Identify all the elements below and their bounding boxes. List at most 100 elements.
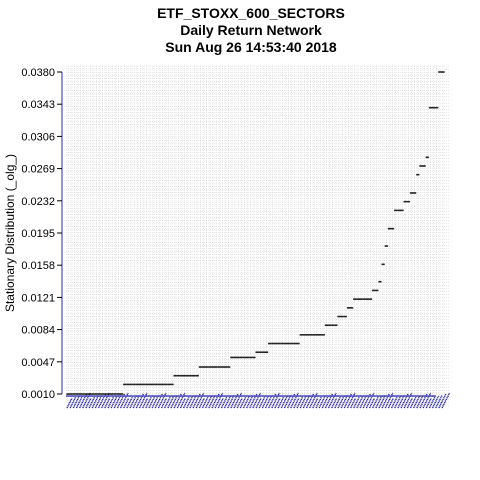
node-label-mark (69, 396, 77, 409)
data-point (126, 383, 130, 386)
y-axis-label: Stationary Distribution (_olg_) (3, 154, 17, 312)
data-point (217, 366, 221, 368)
node-label-mark (208, 394, 216, 409)
data-point (246, 356, 250, 359)
data-point (381, 263, 385, 266)
data-points (66, 71, 445, 395)
data-point (195, 374, 199, 377)
data-point (283, 342, 288, 345)
node-label-mark (195, 392, 205, 409)
data-point (151, 383, 155, 386)
node-label-mark (428, 396, 436, 409)
y-tick-label: 0.0306 (21, 131, 55, 143)
y-tick-label: 0.0195 (21, 228, 55, 240)
node-label-mark (123, 397, 130, 409)
data-point (356, 298, 360, 300)
data-point (173, 374, 177, 377)
node-label-mark (129, 395, 137, 409)
node-label-mark (75, 394, 84, 409)
node-label-mark (346, 392, 356, 409)
data-point (192, 374, 196, 377)
node-label-mark (94, 394, 103, 409)
data-point (331, 324, 335, 327)
node-label-mark (66, 397, 73, 409)
data-point (182, 374, 187, 377)
node-label-mark (132, 394, 141, 409)
chart-title-line-1: ETF_STOXX_600_SECTORS (157, 5, 345, 21)
data-point (189, 374, 193, 377)
node-label-mark (157, 392, 167, 409)
data-point (365, 298, 369, 300)
node-label-mark (416, 394, 424, 409)
data-point (438, 71, 442, 73)
data-point (258, 351, 262, 354)
y-tick-label: 0.0158 (21, 260, 55, 272)
data-point (107, 393, 111, 395)
node-label-mark (277, 396, 285, 409)
data-point (425, 156, 429, 159)
data-point (264, 351, 269, 354)
data-point (167, 383, 171, 386)
node-label-mark (331, 397, 338, 409)
y-axis: 0.0380 0.0343 0.0306 0.0269 0.0232 0.0195 0.01… (21, 67, 63, 401)
data-point (290, 342, 294, 345)
data-point (299, 334, 303, 336)
node-label-mark (375, 395, 383, 409)
data-point (362, 298, 366, 300)
data-point (236, 356, 240, 359)
node-label-mark (337, 395, 345, 409)
data-point (296, 342, 300, 345)
node-label-band (66, 392, 451, 409)
data-point (233, 356, 237, 359)
node-label-mark (397, 394, 406, 409)
data-point (324, 324, 329, 327)
node-label-mark (441, 392, 451, 409)
data-point (123, 383, 127, 386)
node-label-mark (205, 395, 213, 409)
data-point (176, 374, 180, 377)
node-label-mark (101, 392, 110, 409)
data-point (343, 315, 347, 318)
node-label-mark (245, 394, 254, 409)
data-point (309, 334, 313, 336)
node-label-mark (167, 395, 175, 409)
data-point (249, 356, 253, 359)
node-label-mark (312, 397, 319, 409)
y-tick-label: 0.0269 (21, 164, 55, 176)
node-label-mark (340, 394, 349, 409)
data-point (242, 356, 247, 359)
data-point (132, 383, 136, 386)
data-point (104, 393, 108, 395)
y-tick-label: 0.0232 (21, 196, 55, 208)
node-label-mark (349, 397, 357, 409)
node-label-mark (160, 397, 168, 409)
node-label-mark (293, 397, 300, 409)
data-point (387, 227, 392, 230)
data-point (116, 393, 121, 395)
node-label-mark (318, 395, 326, 409)
data-point (157, 383, 161, 386)
node-label-mark (239, 396, 247, 409)
data-point (227, 366, 231, 368)
data-point (88, 393, 92, 395)
data-point (274, 342, 278, 345)
data-point (337, 315, 341, 318)
node-label-mark (365, 392, 375, 409)
data-point (431, 106, 436, 109)
node-label-mark (223, 395, 232, 409)
data-point (170, 383, 174, 386)
node-label-mark (413, 395, 421, 409)
node-label-mark (110, 395, 118, 409)
data-point (66, 393, 70, 395)
node-label-mark (151, 394, 160, 409)
data-point (205, 366, 209, 368)
data-point (416, 173, 420, 176)
data-point (148, 383, 152, 386)
node-label-mark (119, 392, 129, 409)
node-label-mark (296, 396, 304, 409)
data-point (435, 106, 439, 109)
node-label-mark (91, 395, 99, 409)
data-point (110, 393, 114, 395)
data-point (409, 192, 414, 194)
